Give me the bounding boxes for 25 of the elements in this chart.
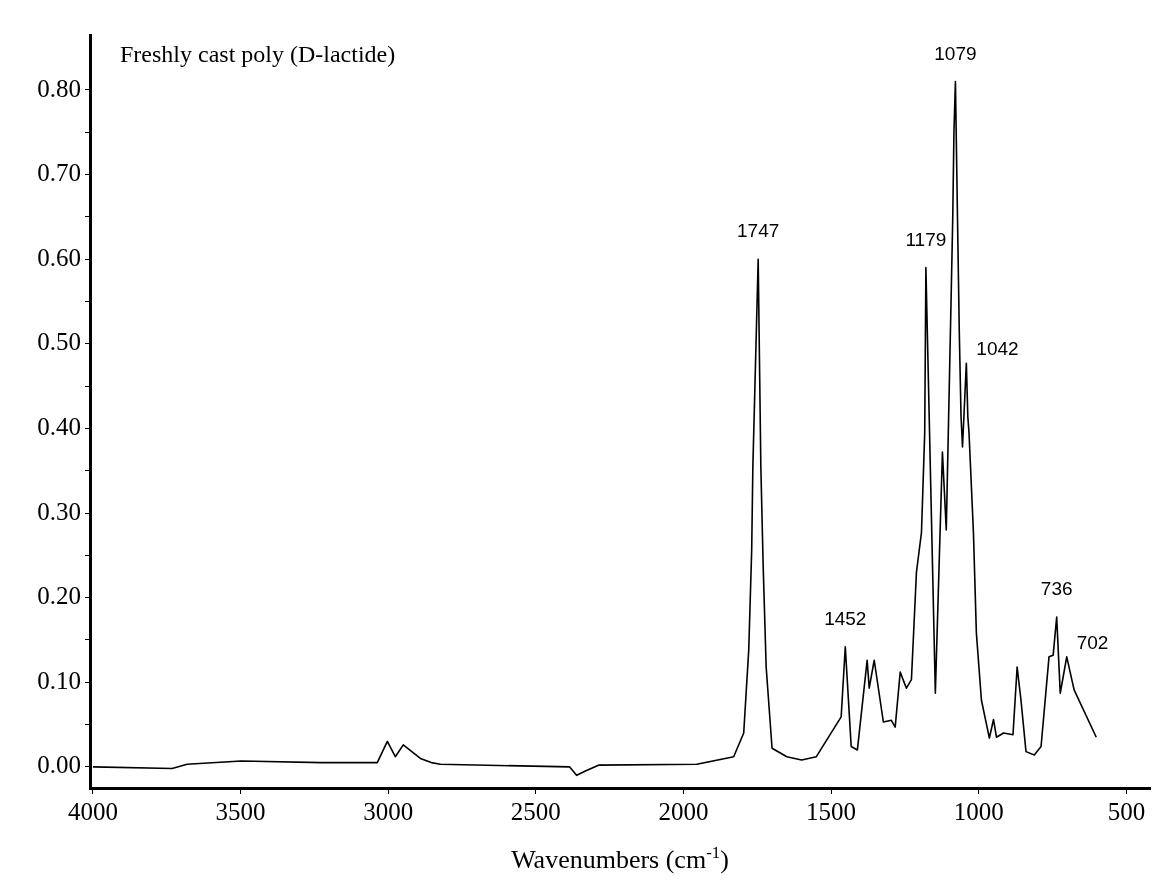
annotation: 1079 bbox=[934, 42, 977, 64]
annotation: 702 bbox=[1076, 631, 1109, 653]
y-tick-label: 0.20 bbox=[37, 582, 81, 610]
x-tick-label: 500 bbox=[1107, 797, 1146, 825]
x-tick-label: 3000 bbox=[363, 797, 414, 825]
annotation: 736 bbox=[1040, 578, 1073, 600]
y-tick-label: 0.80 bbox=[37, 74, 81, 102]
x-tick-label: 4000 bbox=[67, 797, 118, 825]
y-tick-label: 0.10 bbox=[37, 666, 81, 694]
x-tick-label: 1500 bbox=[806, 797, 857, 825]
annotation: 1452 bbox=[824, 607, 867, 629]
x-tick-label: 2000 bbox=[658, 797, 709, 825]
annotation: 1747 bbox=[737, 220, 780, 242]
x-tick-label: 3500 bbox=[215, 797, 266, 825]
chart-title: Freshly cast poly (D-lactide) bbox=[120, 41, 396, 67]
x-tick-label: 2500 bbox=[510, 797, 561, 825]
y-tick-label: 0.40 bbox=[37, 412, 81, 440]
x-tick-label: 1000 bbox=[953, 797, 1004, 825]
y-tick-label: 0.60 bbox=[37, 243, 81, 271]
y-tick-label: 0.00 bbox=[37, 751, 81, 779]
annotation: 1042 bbox=[976, 338, 1019, 360]
y-tick-label: 0.30 bbox=[37, 497, 81, 525]
y-tick-label: 0.50 bbox=[37, 328, 81, 356]
annotation: 1179 bbox=[905, 228, 947, 250]
y-tick-label: 0.70 bbox=[37, 159, 81, 187]
